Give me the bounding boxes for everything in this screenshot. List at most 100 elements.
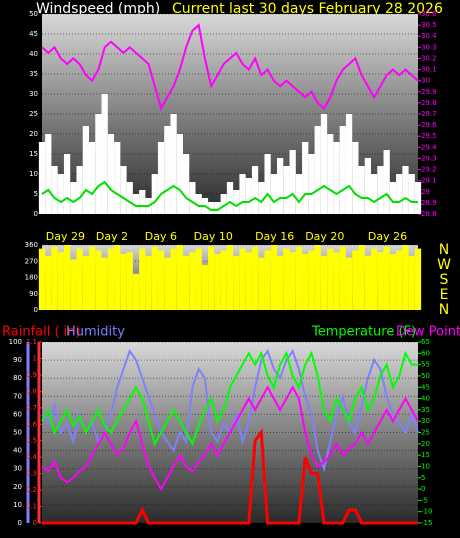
bar bbox=[226, 245, 234, 310]
bar bbox=[396, 174, 403, 214]
y2-tick-label: 30.4 bbox=[421, 32, 437, 40]
bar bbox=[95, 114, 102, 214]
x-tick-label: Day 2 bbox=[96, 230, 128, 243]
bar bbox=[214, 202, 221, 214]
bar bbox=[289, 150, 296, 214]
bar bbox=[270, 245, 277, 310]
bar bbox=[327, 248, 334, 310]
y2-tick-label: 30.1 bbox=[421, 66, 437, 74]
y2-tick-label: 29.3 bbox=[421, 154, 437, 162]
bar bbox=[389, 182, 397, 214]
y2-tick-label: -10 bbox=[421, 508, 432, 516]
x-tick-label: Day 6 bbox=[145, 230, 177, 243]
bar bbox=[114, 245, 121, 310]
bar bbox=[402, 166, 409, 214]
bar bbox=[195, 194, 202, 214]
direction-label: E bbox=[440, 287, 449, 303]
bar bbox=[220, 194, 227, 214]
y2-tick-label: 30.3 bbox=[421, 43, 437, 51]
bar bbox=[371, 248, 378, 310]
bar bbox=[264, 250, 271, 310]
bar bbox=[239, 248, 246, 310]
bar bbox=[107, 248, 115, 310]
bar bbox=[89, 142, 96, 214]
bar bbox=[114, 142, 121, 214]
bar bbox=[139, 248, 146, 310]
bar bbox=[101, 94, 108, 214]
y-tick-label: 20 bbox=[13, 483, 22, 491]
y3-tick-label: 0.5 bbox=[26, 437, 37, 445]
y2-tick-label: 15 bbox=[421, 451, 430, 459]
bar bbox=[157, 250, 165, 310]
series-line bbox=[41, 385, 419, 492]
bar bbox=[258, 257, 265, 310]
bar bbox=[51, 166, 58, 214]
bar bbox=[57, 174, 64, 214]
bar bbox=[195, 248, 202, 310]
bar bbox=[38, 248, 46, 310]
bar bbox=[208, 246, 215, 310]
y2-tick-label: 28.8 bbox=[421, 210, 437, 218]
y2-tick-label: 29.5 bbox=[421, 132, 437, 140]
bar bbox=[151, 246, 158, 310]
y-tick-label: 360 bbox=[25, 241, 38, 249]
bar bbox=[70, 182, 77, 214]
y2-tick-label: 30.2 bbox=[421, 54, 437, 62]
y2-tick-label: 30.6 bbox=[421, 10, 437, 18]
bar bbox=[170, 114, 177, 214]
legend-label: Dew Point bbox=[396, 325, 460, 340]
y2-tick-label: 35 bbox=[421, 406, 430, 414]
x-tick-label: Day 10 bbox=[194, 230, 233, 243]
y-tick-label: 100 bbox=[9, 338, 22, 346]
y3-tick-label: 1.1 bbox=[26, 338, 37, 346]
bar bbox=[414, 182, 422, 214]
bar bbox=[139, 190, 146, 214]
y-tick-label: 40 bbox=[29, 50, 38, 58]
y-tick-label: 25 bbox=[29, 110, 38, 118]
bar bbox=[396, 250, 403, 310]
bar bbox=[333, 142, 340, 214]
y-tick-label: 30 bbox=[13, 465, 22, 473]
y-tick-label: 90 bbox=[13, 356, 22, 364]
bar bbox=[220, 250, 227, 310]
bar bbox=[377, 252, 384, 310]
y2-tick-label: 0 bbox=[421, 485, 425, 493]
bar bbox=[95, 250, 102, 310]
y-tick-label: 70 bbox=[13, 392, 22, 400]
bar bbox=[208, 202, 215, 214]
y2-tick-label: -15 bbox=[421, 519, 432, 527]
bar bbox=[402, 245, 409, 310]
bar bbox=[320, 114, 328, 214]
bar bbox=[345, 114, 353, 214]
y2-tick-label: 30 bbox=[421, 77, 430, 85]
x-tick-label: Day 16 bbox=[255, 230, 294, 243]
y-tick-label: 90 bbox=[29, 290, 38, 298]
series-line bbox=[42, 428, 418, 525]
bar bbox=[145, 255, 152, 310]
y2-tick-label: 5 bbox=[421, 474, 425, 482]
legend-label: Temperature (F) bbox=[311, 325, 416, 340]
bar bbox=[364, 158, 371, 214]
y3-tick-label: 0.3 bbox=[26, 470, 37, 478]
bar bbox=[101, 257, 108, 310]
bar bbox=[320, 255, 328, 310]
y-tick-label: 40 bbox=[13, 447, 22, 455]
bar bbox=[283, 166, 290, 214]
bar bbox=[358, 166, 365, 214]
y-tick-label: 0 bbox=[34, 306, 38, 314]
bar bbox=[170, 248, 177, 310]
y2-tick-label: 55 bbox=[421, 361, 430, 369]
bar bbox=[251, 166, 259, 214]
bar bbox=[352, 250, 359, 310]
y2-tick-label: 45 bbox=[421, 383, 430, 391]
bar bbox=[270, 174, 277, 214]
x-tick-label: Day 20 bbox=[305, 230, 344, 243]
y-tick-label: 10 bbox=[29, 170, 38, 178]
bar bbox=[57, 252, 64, 310]
bar bbox=[120, 254, 127, 310]
y-tick-label: 30 bbox=[29, 90, 38, 98]
y2-tick-label: 29.8 bbox=[421, 99, 437, 107]
bar bbox=[45, 255, 52, 310]
y2-tick-label: 25 bbox=[421, 429, 430, 437]
